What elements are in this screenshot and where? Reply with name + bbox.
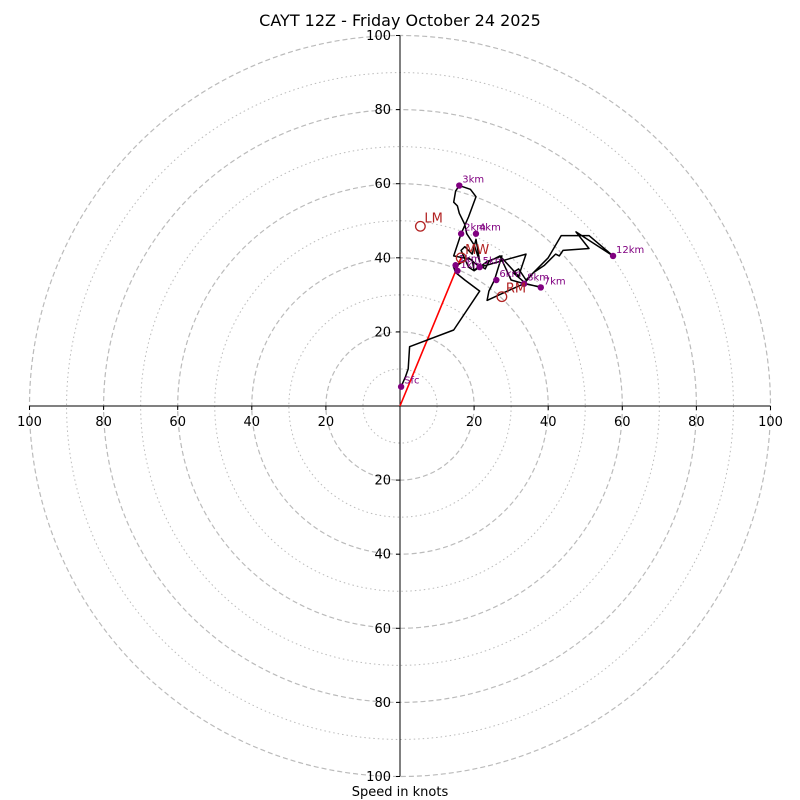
height-label: 2km: [464, 223, 486, 234]
height-label: 6km: [499, 269, 521, 280]
height-label: 1km: [459, 254, 481, 265]
height-point: [476, 263, 483, 271]
y-tick-label: 80: [374, 103, 391, 118]
y-tick-label: 100: [366, 29, 391, 44]
y-tick-label: 40: [374, 548, 391, 563]
height-point: [472, 230, 480, 237]
x-tick-label: 20: [318, 415, 335, 430]
chart-title: CAYT 12Z - Friday October 24 2025: [259, 11, 541, 30]
height-point: [452, 262, 459, 269]
y-tick-label: 20: [374, 474, 391, 489]
storm-motion-label: RM: [506, 282, 526, 297]
x-tick-label: 100: [17, 415, 42, 430]
height-label: 8km: [527, 273, 549, 284]
height-point: [609, 252, 617, 260]
height-point: [520, 280, 528, 287]
tick-labels: 100 80 60 40 20 20 40 60 80 100 100 80 60 40 20 20 40 60 8…: [17, 29, 783, 785]
y-tick-label: 60: [374, 177, 391, 192]
x-tick-label: 80: [95, 415, 112, 430]
height-label: Sfc: [404, 376, 419, 387]
y-tick-label: 20: [374, 325, 391, 340]
x-tick-label: 80: [688, 415, 705, 430]
height-label: 1km: [460, 260, 482, 271]
height-label: 5km: [483, 256, 505, 267]
height-point: [456, 182, 463, 189]
shear-vector-line: [399, 257, 462, 407]
height-label: 4km: [479, 223, 501, 234]
storm-motion-marker: [414, 220, 426, 232]
x-tick-label: 40: [540, 415, 557, 430]
storm-motion-label: MW: [465, 243, 489, 258]
x-tick-label: 100: [758, 415, 783, 430]
storm-motion-label: LM: [424, 211, 442, 226]
height-label: 7km: [544, 276, 566, 287]
x-axis-label: Speed in knots: [352, 785, 449, 800]
storm-motion-markers: LM MW RM: [414, 211, 526, 303]
height-point: [493, 276, 500, 284]
y-tick-label: 80: [374, 696, 391, 711]
x-tick-label: 40: [244, 415, 261, 430]
height-point: [537, 284, 544, 291]
height-point: [457, 230, 465, 237]
storm-motion-marker: [455, 252, 467, 264]
height-label: 3km: [462, 175, 484, 186]
x-tick-label: 60: [169, 415, 186, 430]
height-point: [454, 267, 461, 274]
y-tick-label: 60: [374, 622, 391, 637]
height-label: 12km: [616, 245, 644, 256]
storm-motion-marker: [496, 291, 508, 303]
height-point: [397, 383, 405, 390]
x-tick-label: 20: [466, 415, 483, 430]
y-tick-label: 100: [366, 770, 391, 785]
y-tick-label: 40: [374, 251, 391, 266]
x-tick-label: 60: [614, 415, 631, 430]
